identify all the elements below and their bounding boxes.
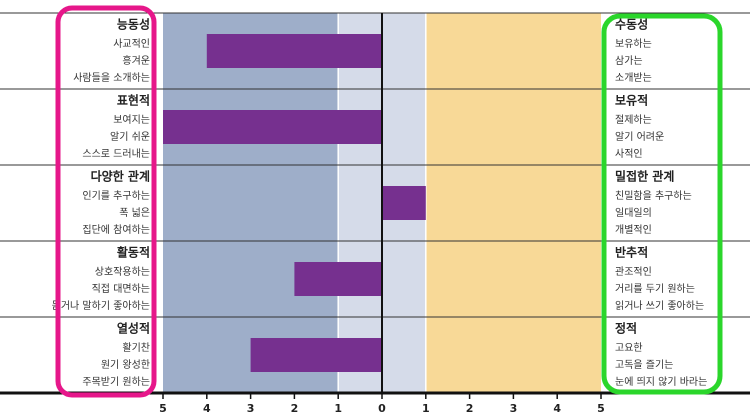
right-title: 반추적	[615, 245, 648, 260]
right-item: 보유하는	[615, 37, 652, 50]
x-tick-label: 2	[466, 402, 474, 415]
left-title: 능동성	[117, 18, 150, 32]
x-tick-label: 3	[247, 402, 255, 415]
right-item: 고독을 즐기는	[615, 359, 673, 371]
right-item: 사적인	[615, 148, 643, 160]
right-item: 일대일의	[615, 207, 652, 219]
right-item: 읽거나 쓰기 좋아하는	[615, 299, 704, 312]
left-item: 사교적인	[113, 38, 150, 50]
left-title: 열성적	[117, 321, 150, 336]
right-highlight	[601, 13, 723, 395]
left-highlight	[55, 5, 157, 398]
x-tick-label: 4	[203, 402, 211, 415]
right-item: 거리를 두기 원하는	[615, 282, 695, 295]
bar	[294, 262, 382, 296]
left-item: 흥겨운	[122, 54, 150, 67]
right-title: 수동성	[615, 18, 648, 32]
x-tick-label: 4	[553, 402, 561, 415]
right-item: 개별적인	[615, 224, 652, 236]
left-item: 상호작용하는	[95, 265, 150, 278]
right-item: 소개받는	[615, 72, 652, 84]
x-tick-label: 0	[378, 402, 386, 415]
bar	[206, 34, 382, 68]
left-item: 사람들을 소개하는	[73, 71, 150, 84]
right-item: 눈에 띄지 않기 바라는	[615, 376, 707, 388]
left-item: 원기 왕성한	[101, 359, 150, 371]
right-item: 알기 어려운	[615, 131, 664, 143]
left-item: 알기 쉬운	[110, 131, 150, 143]
left-item: 집단에 참여하는	[82, 223, 150, 236]
left-item: 주목받기 원하는	[82, 375, 150, 388]
bar	[382, 186, 426, 220]
right-item: 친밀함을 추구하는	[615, 189, 692, 202]
left-item: 인기를 추구하는	[82, 189, 150, 202]
left-item: 폭 넓은	[119, 207, 150, 219]
left-item: 스스로 드러내는	[82, 148, 150, 160]
bar	[250, 338, 382, 372]
left-item: 활기찬	[122, 341, 150, 354]
bar	[163, 110, 382, 144]
left-title: 표현적	[117, 93, 150, 108]
right-item: 절제하는	[615, 113, 652, 126]
left-item: 보여지는	[113, 114, 150, 126]
band	[163, 13, 339, 393]
right-title: 보유적	[615, 93, 648, 108]
x-tick-label: 5	[597, 402, 605, 415]
x-tick-label: 1	[422, 402, 430, 415]
x-tick-label: 1	[334, 402, 342, 415]
x-tick-label: 5	[159, 402, 167, 415]
band	[425, 13, 601, 393]
x-tick-label: 2	[291, 402, 299, 415]
left-item: 듣거나 말하기 좋아하는	[52, 299, 150, 312]
right-title: 밀접한 관계	[615, 169, 674, 184]
right-title: 정적	[615, 321, 637, 336]
right-item: 삼가는	[615, 55, 643, 67]
left-item: 직접 대면하는	[92, 282, 150, 295]
left-title: 다양한 관계	[91, 169, 150, 184]
right-item: 고요한	[615, 342, 643, 354]
right-item: 관조적인	[615, 266, 652, 278]
x-tick-label: 3	[510, 402, 518, 415]
left-title: 활동적	[117, 245, 150, 260]
